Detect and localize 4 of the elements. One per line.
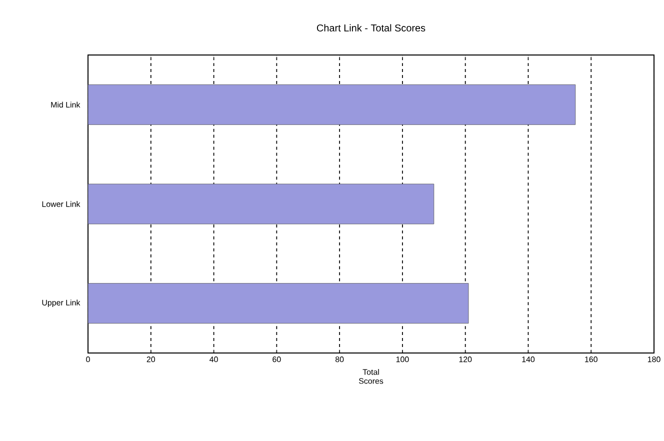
bar: [88, 184, 434, 224]
bar: [88, 283, 469, 324]
chart-title: Chart Link - Total Scores: [316, 24, 426, 32]
bar: [88, 84, 576, 125]
